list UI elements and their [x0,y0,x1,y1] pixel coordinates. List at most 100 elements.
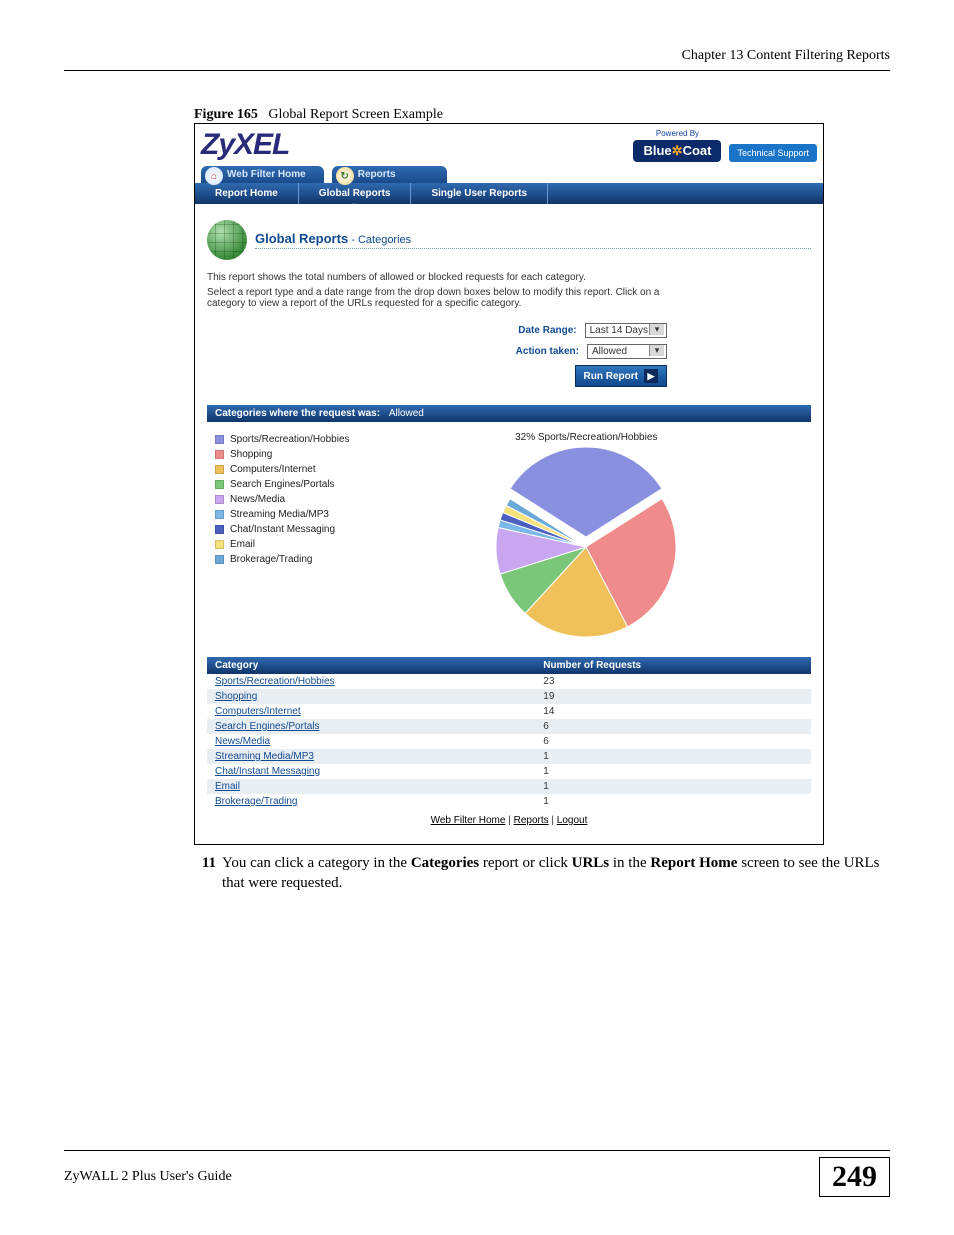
legend-item: Computers/Internet [215,462,350,477]
table-row: Computers/Internet 14 [207,704,811,719]
legend-item: News/Media [215,492,350,507]
bluecoat-badge: Blue✲Coat [633,140,721,162]
powered-by-label: Powered By [633,129,721,138]
bluecoat-b: Coat [683,143,712,158]
legend-swatch [215,525,224,534]
col-requests: Number of Requests [535,657,811,674]
subnav-global-reports[interactable]: Global Reports [299,183,412,204]
category-link[interactable]: Search Engines/Portals [215,721,320,732]
subnav-report-home[interactable]: Report Home [195,183,299,204]
figure-caption: Figure 165 Global Report Screen Example [194,107,890,123]
table-row: Email 1 [207,779,811,794]
table-row: Brokerage/Trading 1 [207,794,811,809]
zyxel-logo: ZyXEL [201,128,289,162]
legend-swatch [215,465,224,474]
request-count: 1 [535,749,811,764]
category-link[interactable]: News/Media [215,736,270,747]
tab-web-filter-home[interactable]: ⌂ Web Filter Home [201,166,324,183]
table-row: News/Media6 [207,734,811,749]
col-category: Category [207,657,535,674]
subnav-single-user[interactable]: Single User Reports [411,183,548,204]
legend-swatch [215,540,224,549]
request-count: 6 [535,719,811,734]
report-desc-2: Select a report type and a date range fr… [207,287,667,309]
instruction-text: You can click a category in the Categori… [222,853,890,894]
legend-item: Brokerage/Trading [215,552,350,567]
section-bar-status: Allowed [389,408,424,419]
category-table: Category Number of Requests Sports/Recre… [207,657,811,809]
category-link[interactable]: Email [215,781,240,792]
table-row: Streaming Media/MP3 1 [207,749,811,764]
footer-link-reports[interactable]: Reports [514,815,549,826]
legend-item: Chat/Instant Messaging [215,522,350,537]
legend-label: Search Engines/Portals [230,479,335,490]
section-bar: Categories where the request was: Allowe… [207,405,811,422]
figure-label: Figure 165 [194,107,258,122]
action-taken-label: Action taken: [516,346,579,357]
category-link[interactable]: Brokerage/Trading [215,796,297,807]
report-desc-1: This report shows the total numbers of a… [207,272,667,283]
tab-reports-label: Reports [358,169,396,180]
report-subtitle: - Categories [348,234,411,246]
legend-label: Shopping [230,449,272,460]
legend-label: Email [230,539,255,550]
chart-legend: Sports/Recreation/Hobbies Shopping Compute… [215,432,350,647]
home-icon: ⌂ [205,167,223,185]
tab-web-filter-home-label: Web Filter Home [227,169,306,180]
legend-item: Streaming Media/MP3 [215,507,350,522]
legend-swatch [215,555,224,564]
chapter-header: Chapter 13 Content Filtering Reports [64,48,890,71]
table-row: Sports/Recreation/Hobbies 23 [207,674,811,689]
figure-title: Global Report Screen Example [268,107,443,122]
legend-label: Brokerage/Trading [230,554,312,565]
play-icon: ▶ [644,369,658,383]
section-bar-label: Categories where the request was: [215,408,380,419]
tech-support-button[interactable]: Technical Support [729,144,817,162]
category-link[interactable]: Computers/Internet [215,706,301,717]
legend-label: Sports/Recreation/Hobbies [230,434,350,445]
table-row: Search Engines/Portals 6 [207,719,811,734]
date-range-label: Date Range: [518,325,576,336]
legend-label: Chat/Instant Messaging [230,524,335,535]
legend-item: Shopping [215,447,350,462]
gear-icon: ✲ [672,143,683,158]
legend-swatch [215,435,224,444]
bluecoat-a: Blue [643,143,671,158]
category-link[interactable]: Chat/Instant Messaging [215,766,320,777]
request-count: 14 [535,704,811,719]
request-count: 1 [535,794,811,809]
footer-link-home[interactable]: Web Filter Home [431,815,506,826]
table-row: Chat/Instant Messaging1 [207,764,811,779]
globe-icon [207,220,247,260]
category-link[interactable]: Streaming Media/MP3 [215,751,314,762]
legend-swatch [215,480,224,489]
category-link[interactable]: Shopping [215,691,257,702]
pie-highlight-label: 32% Sports/Recreation/Hobbies [370,432,803,443]
date-range-select[interactable]: Last 14 Days [585,323,667,338]
legend-swatch [215,495,224,504]
guide-name: ZyWALL 2 Plus User's Guide [64,1169,232,1185]
tab-reports[interactable]: ↻ Reports [332,166,447,183]
action-taken-select[interactable]: Allowed [587,344,667,359]
legend-item: Search Engines/Portals [215,477,350,492]
footer-links: Web Filter Home | Reports | Logout [207,809,811,834]
page-number: 249 [819,1157,890,1197]
legend-label: Streaming Media/MP3 [230,509,329,520]
request-count: 19 [535,689,811,704]
request-count: 1 [535,779,811,794]
legend-swatch [215,510,224,519]
run-report-label: Run Report [584,371,638,382]
run-report-button[interactable]: Run Report ▶ [575,365,667,387]
category-link[interactable]: Sports/Recreation/Hobbies [215,676,335,687]
footer-link-logout[interactable]: Logout [557,815,588,826]
legend-item: Email [215,537,350,552]
legend-item: Sports/Recreation/Hobbies [215,432,350,447]
report-title: Global Reports [255,231,348,246]
legend-swatch [215,450,224,459]
legend-label: Computers/Internet [230,464,316,475]
screenshot-figure: ZyXEL Powered By Blue✲Coat Technical Sup… [194,123,824,845]
legend-label: News/Media [230,494,285,505]
instruction-number: 11 [194,853,216,894]
request-count: 23 [535,674,811,689]
table-row: Shopping 19 [207,689,811,704]
